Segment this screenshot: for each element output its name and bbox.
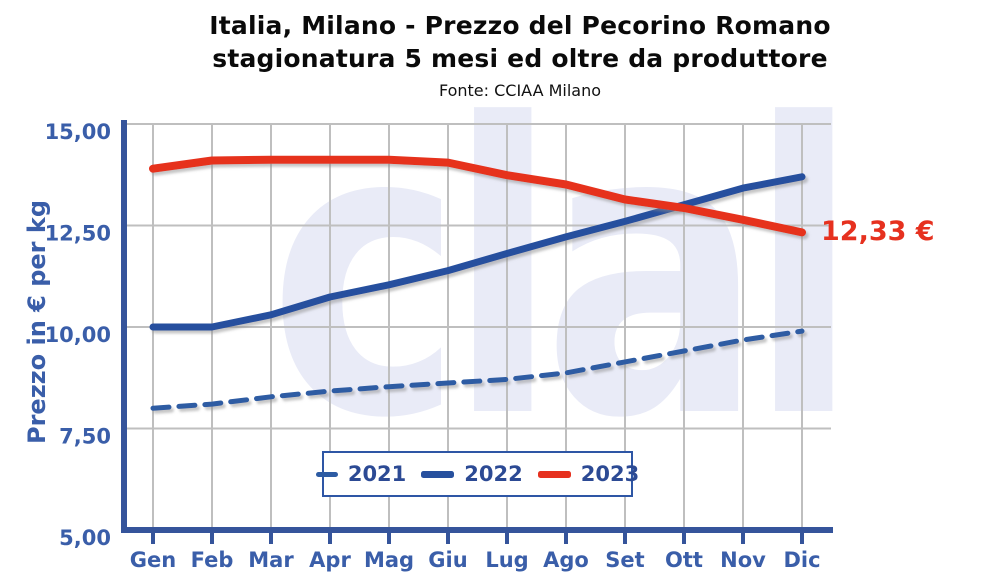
x-tick-label: Nov [720,548,766,572]
x-tick-label: Mar [248,548,294,572]
y-tick-label: 5,00 [59,526,111,550]
x-tick-label: Feb [191,548,234,572]
legend-label-2021: 2021 [347,462,407,486]
series-layer [149,155,806,411]
x-tick-label: Ott [665,548,703,572]
y-tick-label: 7,50 [59,425,111,449]
series-line-2022 [149,173,806,331]
y-tick-label: 15,00 [45,120,111,144]
x-tick-label: Lug [485,548,528,572]
chart-source: Fonte: CCIAA Milano [438,81,602,100]
chart-title-line1: Italia, Milano - Prezzo del Pecorino Rom… [209,11,831,40]
legend-item-2023: 2023 [537,462,640,486]
legend-item-2021: 2021 [315,462,407,486]
x-tick-label: Set [605,548,644,572]
last-value-annotation: 12,33 € [821,216,935,247]
axis-layer: Gen Feb Mar Apr Mag Giu Lug Ago Set Ott Nov Dic 15,0… [45,120,833,572]
x-tick-label: Apr [309,548,351,572]
y-tick-label: 12,50 [45,222,111,246]
legend-box: 2021 2022 2023 [315,451,639,497]
legend-label-2022: 2022 [464,462,523,486]
legend-item-2022: 2022 [421,462,523,486]
chart-title-line2: stagionatura 5 mesi ed oltre da produtto… [212,43,828,73]
legend-swatch-2021-dashed-line [315,471,338,477]
y-axis-title: Prezzo in € per kg [23,200,51,444]
series-line-2023 [149,155,806,237]
legend-label-2023: 2023 [580,462,640,486]
chart-header: Italia, Milano - Prezzo del Pecorino Rom… [54,10,986,100]
x-tick-label: Giu [428,548,467,572]
clal-watermark-logo: clal [268,41,859,506]
legend-swatch-2023-solid-line [537,470,571,478]
x-tick-label: Dic [783,548,820,572]
legend-swatch-2022-solid-line [421,470,455,478]
x-tick-label: Mag [364,548,414,572]
x-tick-label: Ago [543,548,589,572]
x-tick-label: Gen [130,548,176,572]
y-tick-label: 10,00 [45,323,111,347]
series-line-2021 [150,328,805,411]
